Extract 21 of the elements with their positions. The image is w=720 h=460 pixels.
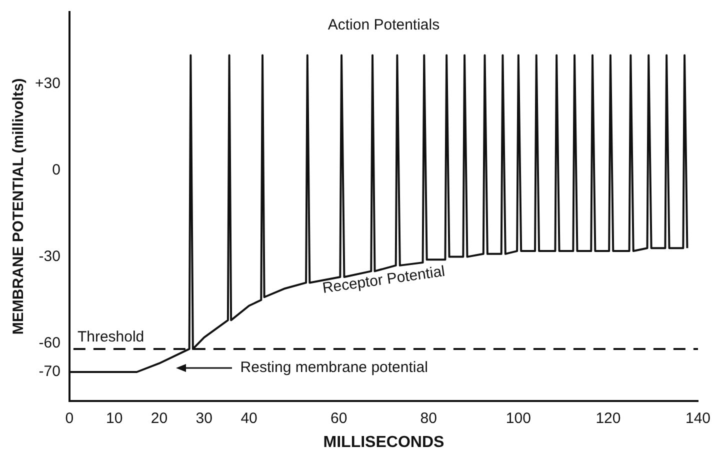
x-tick-label: 40 — [240, 410, 258, 427]
annotation: Action Potentials — [328, 16, 440, 34]
y-tick-label: +30 — [34, 75, 60, 92]
x-tick-label: 30 — [196, 410, 212, 427]
x-tick-label: 10 — [106, 410, 123, 427]
annotation: Resting membrane potential — [240, 358, 428, 376]
y-tick-label: -30 — [38, 248, 60, 265]
x-tick-label: 20 — [150, 410, 168, 427]
x-axis-title: MILLISECONDS — [323, 434, 444, 451]
annotation: Receptor Potential — [321, 262, 446, 297]
x-tick-label: 60 — [330, 410, 348, 427]
ref-line-label: Threshold — [77, 328, 144, 346]
x-tick-label: 140 — [685, 410, 711, 427]
x-tick-label: 0 — [65, 410, 74, 427]
y-tick-label: -70 — [38, 363, 60, 380]
x-tick-label: 100 — [506, 410, 531, 427]
x-tick-label: 80 — [420, 410, 437, 427]
y-tick-label: 0 — [52, 162, 60, 179]
y-tick-label: -60 — [38, 334, 60, 352]
y-axis-title: MEMBRANE POTENTIAL (millivolts) — [10, 78, 28, 335]
x-tick-label: 120 — [596, 410, 621, 427]
